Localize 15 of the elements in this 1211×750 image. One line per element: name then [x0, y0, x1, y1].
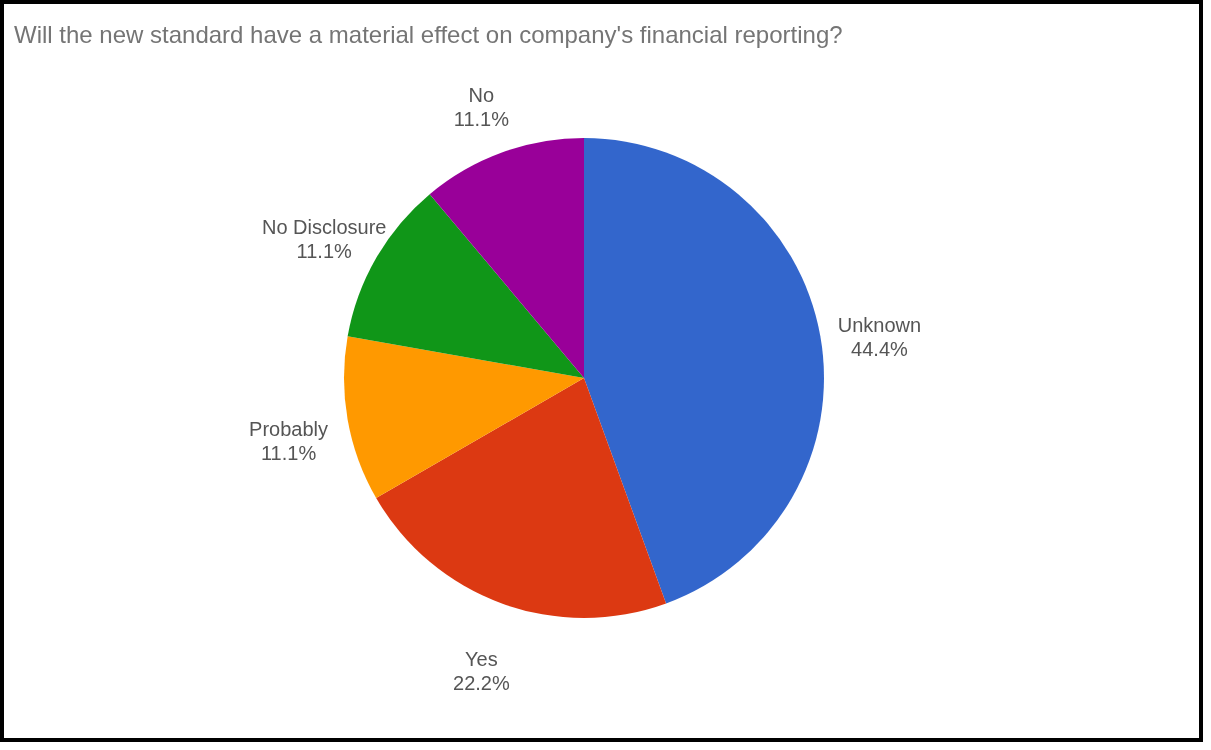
data-label: 44.4% — [851, 337, 909, 360]
pie-slice — [376, 378, 667, 618]
pie-slice — [584, 138, 824, 604]
pie-slice — [344, 336, 584, 498]
data-label: 11.1% — [260, 442, 317, 465]
pie-slice — [429, 138, 584, 378]
slice-label: Unknown — [837, 313, 922, 336]
slice-label: Yes — [465, 647, 498, 670]
chart-title: Will the new standard have a material effect on company's financial reporting? — [14, 21, 843, 48]
slice-label: No Disclosure — [261, 216, 387, 238]
slice-label: Probably — [249, 418, 329, 441]
data-label: 11.1% — [296, 240, 353, 262]
data-label: 11.1% — [453, 108, 510, 131]
data-label: 22.2% — [453, 671, 510, 694]
slice-label: No — [468, 84, 495, 107]
